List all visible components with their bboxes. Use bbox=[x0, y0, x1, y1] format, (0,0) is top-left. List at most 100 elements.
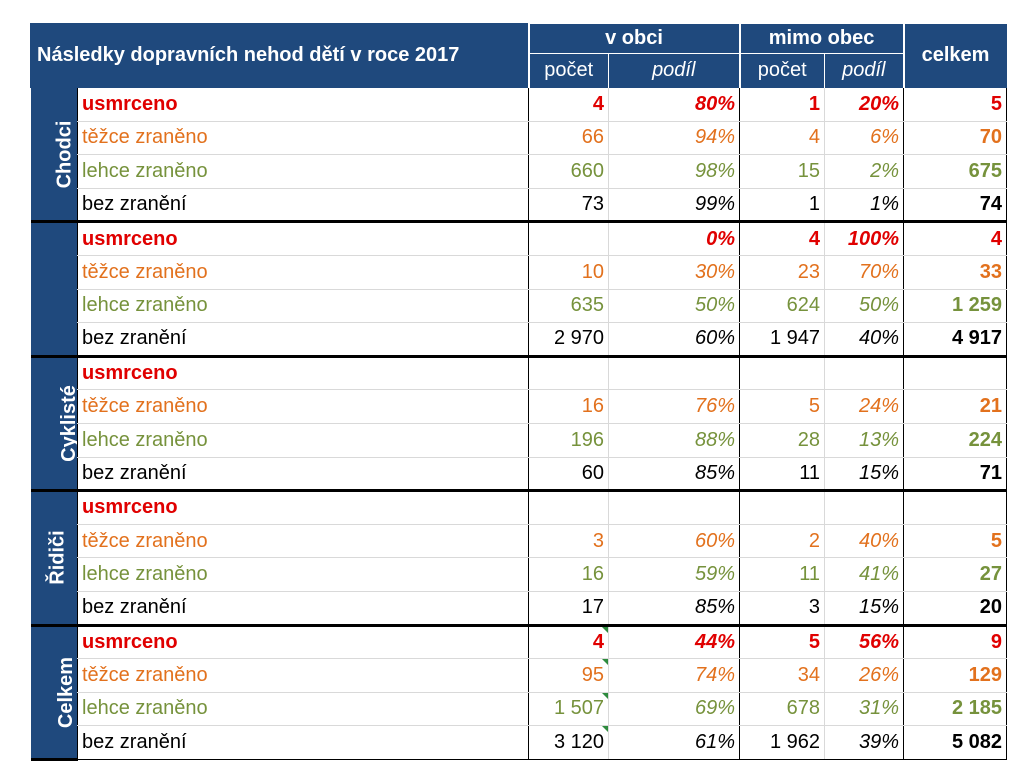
cell-mimo-pocet: 4 bbox=[739, 121, 826, 156]
cell-obec-podil: 69% bbox=[608, 692, 741, 727]
cell-mimo-podil: 40% bbox=[824, 322, 905, 358]
row-label: lehce zraněno bbox=[77, 423, 529, 458]
injury-table: Následky dopravních nehod dětí v roce 20… bbox=[30, 23, 1008, 761]
cell-celkem: 9 bbox=[903, 625, 1008, 660]
row-label: těžce zraněno bbox=[77, 658, 529, 693]
table-body: Chodci usmrceno 4 80% 1 20% 5 těžce zraněno 66 94… bbox=[30, 87, 1008, 761]
header-obec-pocet: počet bbox=[528, 53, 609, 88]
cell-obec-pocet: 10 bbox=[528, 255, 609, 290]
header-obec-podil: podíl bbox=[608, 53, 741, 88]
cell-obec-podil: 80% bbox=[608, 87, 741, 122]
cell-mimo-podil: 39% bbox=[824, 725, 905, 760]
header-celkem: celkem bbox=[902, 23, 1007, 88]
cell-mimo-pocet: 3 bbox=[739, 591, 826, 627]
cell-obec-pocet: 3 120 bbox=[528, 725, 609, 760]
group-label: Řidiči bbox=[30, 490, 78, 627]
cell-mimo-podil: 26% bbox=[824, 658, 905, 693]
table-row: Cyklisté usmrceno bbox=[30, 356, 1008, 493]
cell-obec-podil: 99% bbox=[608, 188, 741, 224]
cell-celkem bbox=[903, 356, 1008, 391]
cell-celkem: 27 bbox=[903, 557, 1008, 592]
table-row: bez zranění 60 85% 11 15% 71 bbox=[31, 457, 1008, 493]
group-label: Celkem bbox=[30, 625, 78, 761]
cell-mimo-podil: 15% bbox=[824, 591, 905, 627]
cell-obec-podil bbox=[608, 490, 741, 525]
cell-mimo-podil: 24% bbox=[824, 389, 905, 424]
cell-obec-pocet bbox=[528, 221, 609, 256]
cell-obec-pocet: 66 bbox=[528, 121, 609, 156]
row-label: těžce zraněno bbox=[77, 524, 529, 559]
cell-mimo-podil: 100% bbox=[824, 221, 905, 256]
row-label: těžce zraněno bbox=[77, 121, 529, 156]
cell-mimo-podil: 70% bbox=[824, 255, 905, 290]
cell-mimo-podil: 31% bbox=[824, 692, 905, 727]
table-row: bez zranění 17 85% 3 15% 20 bbox=[31, 591, 1008, 627]
cell-mimo-podil: 20% bbox=[824, 87, 905, 122]
cell-mimo-pocet: 11 bbox=[739, 557, 826, 592]
row-label: bez zranění bbox=[77, 188, 529, 224]
cell-obec-pocet bbox=[528, 356, 609, 391]
table-row: bez zranění 2 970 60% 1 947 40% 4 917 bbox=[31, 322, 1008, 358]
cell-obec-pocet: 73 bbox=[528, 188, 609, 224]
cell-mimo-podil: 50% bbox=[824, 289, 905, 324]
cell-celkem: 5 bbox=[903, 87, 1008, 122]
header-v-obci: v obci bbox=[528, 23, 741, 54]
cell-celkem: 129 bbox=[903, 658, 1008, 693]
cell-obec-podil: 60% bbox=[608, 322, 741, 358]
row-label: lehce zraněno bbox=[77, 154, 529, 189]
cell-mimo-pocet: 15 bbox=[739, 154, 826, 189]
cell-mimo-podil: 2% bbox=[824, 154, 905, 189]
cell-obec-podil: 76% bbox=[608, 389, 741, 424]
cell-obec-pocet: 2 970 bbox=[528, 322, 609, 358]
cell-obec-pocet: 4 bbox=[528, 87, 609, 122]
cell-mimo-pocet: 5 bbox=[739, 625, 826, 660]
row-label: lehce zraněno bbox=[77, 557, 529, 592]
row-label: lehce zraněno bbox=[77, 289, 529, 324]
cell-mimo-podil: 41% bbox=[824, 557, 905, 592]
group-label: Cyklisté bbox=[30, 356, 78, 493]
table-row: těžce zraněno 66 94% 4 6% 70 bbox=[31, 121, 1008, 156]
cell-mimo-podil: 13% bbox=[824, 423, 905, 458]
cell-mimo-pocet: 5 bbox=[739, 389, 826, 424]
cell-obec-pocet bbox=[528, 490, 609, 525]
cell-mimo-podil bbox=[824, 356, 905, 391]
cell-obec-podil: 74% bbox=[608, 658, 741, 693]
cell-obec-podil: 60% bbox=[608, 524, 741, 559]
cell-obec-pocet: 660 bbox=[528, 154, 609, 189]
group-label-text: Chodci bbox=[52, 120, 75, 189]
cell-obec-pocet: 196 bbox=[528, 423, 609, 458]
cell-obec-pocet: 3 bbox=[528, 524, 609, 559]
cell-celkem: 70 bbox=[903, 121, 1008, 156]
table-row: lehce zraněno 1 507 69% 678 31% 2 185 bbox=[31, 692, 1008, 727]
cell-celkem: 74 bbox=[903, 188, 1008, 224]
cell-celkem: 675 bbox=[903, 154, 1008, 189]
row-label: těžce zraněno bbox=[77, 389, 529, 424]
table-row: Chodci usmrceno 4 80% 1 20% 5 bbox=[30, 87, 1008, 224]
cell-obec-podil: 61% bbox=[608, 725, 741, 760]
table-row: těžce zraněno 3 60% 2 40% 5 bbox=[31, 524, 1008, 559]
cell-mimo-pocet: 4 bbox=[739, 221, 826, 256]
cell-mimo-podil: 15% bbox=[824, 457, 905, 493]
cell-obec-podil: 50% bbox=[608, 289, 741, 324]
cell-celkem: 4 bbox=[903, 221, 1008, 256]
cell-mimo-pocet: 1 947 bbox=[739, 322, 826, 358]
cell-mimo-pocet: 34 bbox=[739, 658, 826, 693]
cell-celkem: 33 bbox=[903, 255, 1008, 290]
row-label: bez zranění bbox=[77, 457, 529, 493]
group-label: Spolujezdci bbox=[30, 221, 78, 358]
cell-obec-podil: 85% bbox=[608, 591, 741, 627]
cell-obec-pocet: 60 bbox=[528, 457, 609, 493]
cell-celkem: 1 259 bbox=[903, 289, 1008, 324]
cell-mimo-pocet bbox=[739, 356, 826, 391]
row-label: bez zranění bbox=[77, 322, 529, 358]
row-label: těžce zraněno bbox=[77, 255, 529, 290]
cell-mimo-podil: 56% bbox=[824, 625, 905, 660]
table-row: lehce zraněno 660 98% 15 2% 675 bbox=[31, 154, 1008, 189]
table-row: lehce zraněno 635 50% 624 50% 1 259 bbox=[31, 289, 1008, 324]
cell-mimo-pocet: 678 bbox=[739, 692, 826, 727]
group-label-text: Celkem bbox=[54, 656, 77, 728]
row-label: bez zranění bbox=[77, 591, 529, 627]
header-mimo-podil: podíl bbox=[824, 53, 905, 88]
cell-celkem bbox=[903, 490, 1008, 525]
cell-obec-pocet: 16 bbox=[528, 557, 609, 592]
